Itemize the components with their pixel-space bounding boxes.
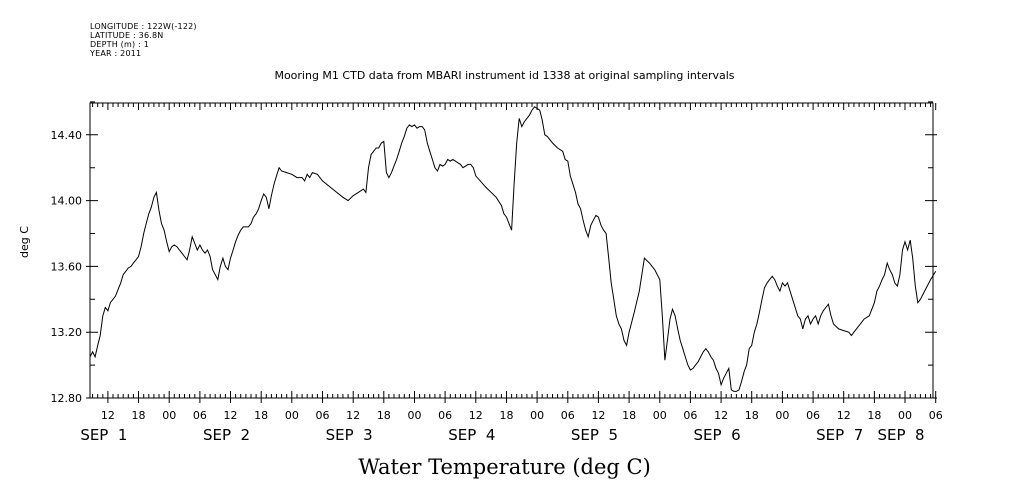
x-day-label: SEP 1 bbox=[80, 426, 127, 444]
x-hour-label: 18 bbox=[254, 409, 268, 422]
chart-title: Mooring M1 CTD data from MBARI instrumen… bbox=[274, 69, 735, 82]
x-day-label: SEP 7 bbox=[816, 426, 863, 444]
x-hour-label: 06 bbox=[316, 409, 330, 422]
depth-label: DEPTH (m) : 1 bbox=[90, 40, 149, 49]
x-hour-label: 00 bbox=[653, 409, 667, 422]
year-label: YEAR : 2011 bbox=[90, 49, 142, 58]
x-day-label: SEP 8 bbox=[877, 426, 924, 444]
x-axis-ticks bbox=[92, 103, 937, 403]
series-line-temperature bbox=[89, 106, 937, 392]
x-hour-label: 00 bbox=[285, 409, 299, 422]
x-day-label: SEP 3 bbox=[326, 426, 373, 444]
x-hour-label: 18 bbox=[867, 409, 881, 422]
plot-frame bbox=[89, 102, 934, 399]
x-hour-label: 06 bbox=[193, 409, 207, 422]
x-hour-label: 18 bbox=[622, 409, 636, 422]
x-hour-label: 06 bbox=[438, 409, 452, 422]
x-hour-label: 12 bbox=[346, 409, 360, 422]
x-hour-label: 00 bbox=[898, 409, 912, 422]
y-tick-label: 13.60 bbox=[51, 260, 83, 273]
x-hour-label: 00 bbox=[162, 409, 176, 422]
x-hour-label: 12 bbox=[224, 409, 238, 422]
x-day-label: SEP 4 bbox=[448, 426, 495, 444]
y-tick-label: 13.20 bbox=[51, 326, 83, 339]
x-hour-label: 06 bbox=[561, 409, 575, 422]
x-hour-label: 00 bbox=[407, 409, 421, 422]
longitude-label: LONGITUDE : 122W(-122) bbox=[90, 22, 197, 31]
x-day-label: SEP 2 bbox=[203, 426, 250, 444]
x-hour-label: 00 bbox=[775, 409, 789, 422]
latitude-label: LATITUDE : 36.8N bbox=[90, 31, 164, 40]
x-day-label: SEP 6 bbox=[694, 426, 741, 444]
x-hour-label: 06 bbox=[929, 409, 943, 422]
x-hour-label: 12 bbox=[591, 409, 605, 422]
x-hour-label: 06 bbox=[806, 409, 820, 422]
x-hour-label: 12 bbox=[101, 409, 115, 422]
y-tick-label: 14.40 bbox=[51, 129, 83, 142]
x-axis-title: Water Temperature (deg C) bbox=[358, 455, 651, 479]
x-hour-label: 06 bbox=[683, 409, 697, 422]
x-hour-label: 12 bbox=[714, 409, 728, 422]
x-hour-label: 12 bbox=[469, 409, 483, 422]
x-hour-label: 18 bbox=[499, 409, 513, 422]
y-tick-label: 14.00 bbox=[51, 195, 83, 208]
y-tick-label: 12.80 bbox=[51, 392, 83, 405]
x-day-label: SEP 5 bbox=[571, 426, 618, 444]
x-hour-label: 00 bbox=[530, 409, 544, 422]
x-hour-label: 18 bbox=[377, 409, 391, 422]
x-hour-label: 12 bbox=[837, 409, 851, 422]
x-hour-label: 18 bbox=[745, 409, 759, 422]
y-axis-ticks bbox=[86, 101, 937, 399]
x-hour-label: 18 bbox=[132, 409, 146, 422]
